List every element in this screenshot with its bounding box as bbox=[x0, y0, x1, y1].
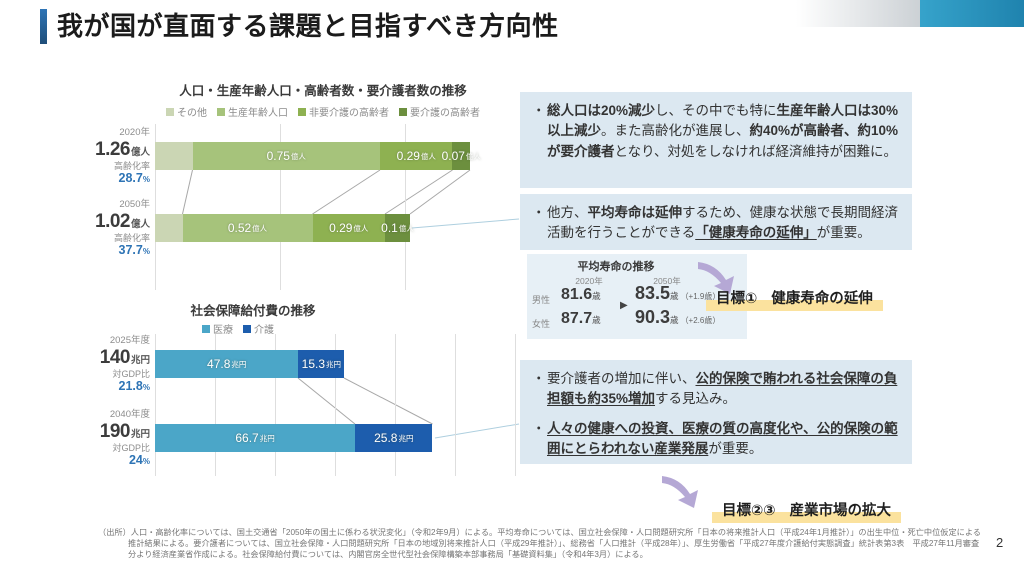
total-label: 1.02億人 bbox=[95, 210, 150, 232]
year-label: 2025年度 bbox=[109, 335, 150, 346]
right-arrow-icon: ▶ bbox=[620, 300, 628, 311]
social-bar-2040: 66.7 兆円 25.8 兆円 bbox=[155, 424, 515, 452]
bullet-text: 人々の健康への投資、医療の質の高度化や、公的保険の範囲にとらわれない産業発展が重… bbox=[532, 419, 900, 460]
source-footnote: （出所）人口・高齢化率については、国土交通省「2050年の国土に係わる状況変化」… bbox=[98, 528, 981, 560]
total-label: 1.26億人 bbox=[95, 138, 150, 160]
male-2020-value: 81.6歳 bbox=[561, 286, 601, 303]
life-table-col-2020: 2020年 bbox=[575, 276, 603, 286]
year-label: 2040年度 bbox=[109, 409, 150, 420]
social-bar-2025: 47.8 兆円 15.3 兆円 bbox=[155, 350, 515, 378]
rate-value: 37.7% bbox=[118, 242, 150, 257]
legend-item: 非要介護の高齢者 bbox=[298, 104, 389, 119]
curved-arrow-icon bbox=[662, 476, 698, 508]
population-bar-2050: 0.52 億人 0.29 億人 0.1 億人 bbox=[155, 214, 485, 242]
population-bar-2020: 0.75 億人 0.29 億人 0.07 億人 bbox=[155, 142, 485, 170]
page-title: 我が国が直面する課題と目指すべき方向性 bbox=[57, 11, 559, 41]
population-chart-legend: その他 生産年齢人口 非要介護の高齢者 要介護の高齢者 bbox=[88, 104, 558, 119]
rate-value: 28.7% bbox=[118, 170, 150, 185]
callout-box-lifespan: 他方、平均寿命は延伸するため、健康な状態で長期間経済活動を行うことができる「健康… bbox=[520, 194, 912, 250]
deco-band-blue bbox=[920, 0, 1024, 27]
bar-segment: 66.7 兆円 bbox=[155, 424, 356, 452]
legend-item: 介護 bbox=[243, 321, 274, 336]
callout-box-industry: 要介護者の増加に伴い、公的保険で賄われる社会保障の負担額も約35%増加する見込み… bbox=[520, 360, 912, 464]
bar-segment: 47.8 兆円 bbox=[155, 350, 299, 378]
total-label: 140兆円 bbox=[99, 346, 150, 368]
bullet-text: 要介護者の増加に伴い、公的保険で賄われる社会保障の負担額も約35%増加する見込み… bbox=[532, 369, 900, 410]
male-label: 男性 bbox=[532, 295, 551, 305]
bar-segment: 0.07 億人 bbox=[442, 142, 481, 170]
bar-segment: 0.75 億人 bbox=[192, 142, 380, 170]
callout-box-population: 総人口は20%減少し、その中でも特に生産年齢人口は30%以上減少。また高齢化が進… bbox=[520, 92, 912, 188]
bar-segment: 0.1 億人 bbox=[381, 214, 414, 242]
bar-segment bbox=[155, 142, 193, 170]
legend-item: その他 bbox=[166, 104, 207, 119]
social-chart-title: 社会保障給付費の推移 bbox=[190, 304, 316, 318]
goal-badge-2: 目標②③ 産業市場の拡大 bbox=[712, 498, 902, 523]
social-chart-legend: 医療 介護 bbox=[88, 321, 388, 336]
gdp-caption: 対GDP比 bbox=[112, 442, 150, 453]
life-table-col-2050: 2050年 bbox=[653, 276, 681, 286]
gdp-value: 24% bbox=[128, 452, 150, 467]
bar-segment: 0.29 億人 bbox=[380, 142, 453, 170]
legend-item: 要介護の高齢者 bbox=[399, 104, 480, 119]
life-table-title: 平均寿命の推移 bbox=[577, 261, 655, 273]
year-label: 2020年 bbox=[119, 127, 150, 138]
population-chart-gridlines bbox=[155, 124, 485, 290]
female-2020-value: 87.7歳 bbox=[561, 310, 601, 327]
gdp-caption: 対GDP比 bbox=[112, 368, 150, 379]
male-2050-value: 83.5歳 （+1.9歳） bbox=[635, 283, 721, 303]
female-label: 女性 bbox=[532, 319, 551, 329]
bar-segment: 0.29 億人 bbox=[312, 214, 385, 242]
bar-segment: 25.8 兆円 bbox=[355, 424, 433, 452]
legend-item: 生産年齢人口 bbox=[217, 104, 288, 119]
female-2050-value: 90.3歳 （+2.6歳） bbox=[635, 307, 721, 327]
goal-badge-1: 目標① 健康寿命の延伸 bbox=[706, 286, 883, 311]
title-accent-bar bbox=[40, 9, 47, 44]
social-row-label-2025: 2025年度 140兆円 対GDP比 21.8% bbox=[58, 335, 150, 393]
deco-band-gray bbox=[796, 0, 920, 27]
population-chart-title: 人口・生産年齢人口・高齢者数・要介護者数の推移 bbox=[179, 84, 467, 98]
social-row-label-2040: 2040年度 190兆円 対GDP比 24% bbox=[58, 409, 150, 467]
population-row-label-2050: 2050年 1.02億人 高齢化率 37.7% bbox=[58, 199, 150, 257]
social-chart-gridlines bbox=[155, 334, 516, 476]
bar-segment: 15.3 兆円 bbox=[298, 350, 345, 378]
rate-caption: 高齢化率 bbox=[113, 232, 150, 243]
bullet-text: 総人口は20%減少し、その中でも特に生産年齢人口は30%以上減少。また高齢化が進… bbox=[532, 101, 900, 162]
legend-item: 医療 bbox=[202, 321, 233, 336]
page-number: 2 bbox=[996, 535, 1004, 550]
population-row-label-2020: 2020年 1.26億人 高齢化率 28.7% bbox=[58, 127, 150, 185]
year-label: 2050年 bbox=[119, 199, 150, 210]
bar-segment: 0.52 億人 bbox=[182, 214, 313, 242]
rate-caption: 高齢化率 bbox=[113, 160, 150, 171]
gdp-value: 21.8% bbox=[118, 378, 150, 393]
bar-segment bbox=[155, 214, 183, 242]
total-label: 190兆円 bbox=[99, 420, 150, 442]
bullet-text: 他方、平均寿命は延伸するため、健康な状態で長期間経済活動を行うことができる「健康… bbox=[532, 203, 900, 244]
